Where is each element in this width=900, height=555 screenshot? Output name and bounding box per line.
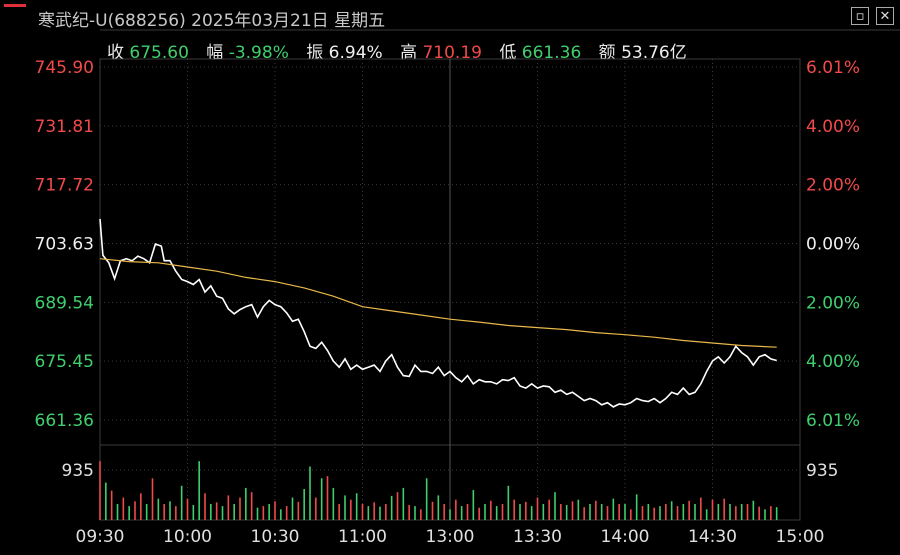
pct-tick-label: 6.01% [806,411,860,431]
pct-tick-label: 4.00% [806,352,860,372]
price-tick-label: 703.63 [35,235,94,255]
close-icon[interactable]: ✕ [876,7,894,25]
pct-tick-label: 0.00% [806,235,860,255]
price-tick-label: 745.90 [35,58,94,78]
close-label: 收 [107,43,124,63]
price-tick-label: 675.45 [35,352,94,372]
quote-summary: 收 675.60 幅 -3.98% 振 6.94% 高 710.19 低 661… [107,38,687,63]
average-price-line [99,258,777,348]
pct-tick-label: 4.00% [806,117,860,137]
window-accent-mark [4,4,26,7]
price-tick-label: 689.54 [35,293,94,313]
amplitude-label: 振 [306,43,324,63]
turnover-label: 额 [598,43,616,63]
change-label: 幅 [206,43,224,63]
close-value: 675.60 [129,43,189,63]
time-tick-label: 14:30 [688,527,737,547]
price-tick-label: 731.81 [35,117,94,137]
low-value: 661.36 [521,43,582,63]
volume-tick-label-right: 935 [806,461,838,481]
pct-tick-label: 2.00% [806,293,860,313]
time-tick-label: 09:30 [76,527,125,547]
time-tick-label: 14:00 [601,527,650,547]
high-label: 高 [400,43,418,63]
price-tick-label: 661.36 [35,411,94,431]
high-value: 710.19 [422,43,482,63]
window-title: 寒武纪-U(688256) 2025年03月21日 星期五 [38,11,386,31]
pct-tick-label: 6.01% [806,58,860,78]
amplitude-value: 6.94% [328,43,383,63]
low-label: 低 [499,43,517,63]
restore-icon[interactable]: ▫ [851,7,869,25]
volume-tick-label-left: 935 [62,461,94,481]
price-line [99,218,777,408]
time-tick-label: 10:30 [251,527,300,547]
price-tick-label: 717.72 [35,176,94,196]
time-tick-label: 11:00 [338,527,387,547]
time-tick-label: 13:30 [513,527,562,547]
change-value: -3.98% [228,43,289,63]
pct-tick-label: 2.00% [806,176,860,196]
turnover-value: 53.76亿 [621,43,687,63]
time-tick-label: 10:00 [163,527,212,547]
time-tick-label: 13:00 [426,527,475,547]
time-tick-label: 15:00 [776,527,825,547]
